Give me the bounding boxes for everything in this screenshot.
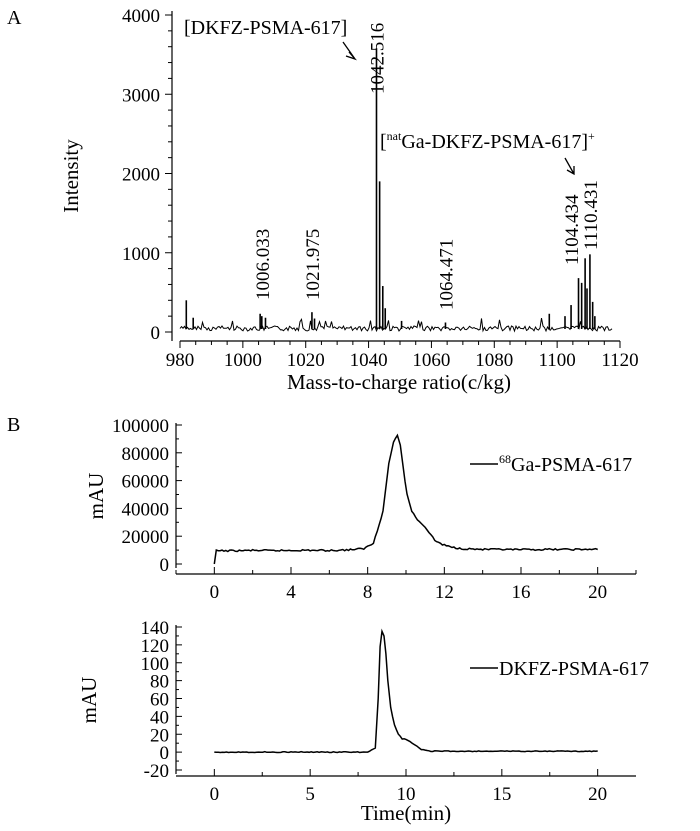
- hplc-ga-y-tick-label: 20000: [122, 527, 170, 548]
- hplc-ga-axes: [175, 423, 636, 575]
- ms-axes: [171, 11, 620, 342]
- hplc-std-y-tick-label: 40: [150, 707, 169, 728]
- hplc-ga-y-tick-label: 80000: [122, 444, 170, 465]
- ms-x-tick-label: 1100: [538, 350, 575, 371]
- ms-y-tick-label: 3000: [122, 85, 160, 106]
- hplc-ga-x-tick-label: 8: [363, 582, 373, 603]
- hplc-ga-x-tick-label: 12: [435, 582, 454, 603]
- ms-annotation-parent: [DKFZ-PSMA-617]: [184, 17, 347, 39]
- ms-annotation-complex: [natGa-DKFZ-PSMA-617]+: [380, 129, 595, 153]
- ms-annotation-complex-sup: nat: [387, 129, 402, 143]
- hplc-std-y-axis-title: mAU: [77, 677, 101, 724]
- hplc-ga-chart: 0 4 8 12 16 20 0 20000 40000 60000 80000 100000 mAU…: [84, 416, 637, 603]
- hplc-ga-series-line: [213, 433, 598, 565]
- ms-x-tick-label: 1120: [601, 350, 638, 371]
- ms-peak-labels: 1006.033 1021.975 1042.516 1064.471 1104.434…: [253, 23, 602, 310]
- ms-annotation-complex-main: Ga-DKFZ-PSMA-617]: [401, 131, 588, 153]
- hplc-ga-y-tick-label: 100000: [112, 416, 169, 437]
- hplc-std-y-tick-label: 120: [141, 636, 170, 657]
- hplc-std-series-line: [214, 628, 598, 754]
- hplc-ga-ticks: 0 4 8 12 16 20 0 20000 40000 60000 80000 100000: [112, 416, 637, 603]
- hplc-ga-x-tick-label: 0: [210, 582, 220, 603]
- hplc-std-x-tick-label: 10: [397, 784, 416, 805]
- ms-peak-label: 1110.431: [581, 180, 602, 250]
- mass-spectrum-chart: 980 1000 1020 1040 1060 1080 1100 1120 0 1000 2000…: [59, 6, 639, 394]
- hplc-std-y-tick-label: 60: [150, 690, 169, 711]
- hplc-std-y-tick-label: 0: [160, 743, 170, 764]
- ms-y-axis-title: Intensity: [59, 139, 83, 213]
- ms-peak-label: 1021.975: [303, 229, 324, 300]
- hplc-ga-legend-main: Ga-PSMA-617: [511, 454, 632, 476]
- hplc-ga-y-tick-label: 40000: [122, 499, 170, 520]
- hplc-ga-y-axis-title: mAU: [84, 473, 108, 520]
- ms-x-tick-label: 1000: [224, 350, 262, 371]
- hplc-std-x-tick-label: 20: [588, 784, 607, 805]
- hplc-std-y-tick-label: 80: [150, 672, 169, 693]
- ms-x-tick-label: 1040: [350, 350, 388, 371]
- ms-x-axis-title: Mass-to-charge ratio(c/kg): [287, 370, 511, 394]
- ms-peak-label: 1104.434: [562, 194, 583, 265]
- ms-x-tick-label: 1060: [412, 350, 450, 371]
- hplc-std-legend-label: DKFZ-PSMA-617: [499, 658, 649, 680]
- ms-peak-label: 1006.033: [253, 229, 274, 300]
- ms-annotation-parent-arrow: [342, 41, 358, 61]
- ms-x-tick-label: 1020: [287, 350, 325, 371]
- ms-annotation-complex-charge: +: [588, 129, 595, 143]
- ms-y-tick-label: 2000: [122, 165, 160, 186]
- hplc-std-y-tick-label: -20: [144, 761, 169, 782]
- hplc-std-y-tick-label: 140: [141, 618, 170, 639]
- hplc-ga-x-tick-label: 16: [512, 582, 531, 603]
- hplc-std-axes: [175, 625, 636, 777]
- hplc-ga-y-tick-label: 0: [160, 555, 170, 576]
- ms-baseline-noise: [179, 318, 613, 333]
- panel-label-b: B: [7, 414, 20, 436]
- hplc-std-y-tick-label: 20: [150, 725, 169, 746]
- hplc-std-x-axis-title: Time(min): [361, 801, 451, 825]
- hplc-std-y-tick-label: 100: [141, 654, 170, 675]
- ms-y-tick-label: 4000: [122, 6, 160, 27]
- ms-x-tick-label: 1080: [475, 350, 513, 371]
- hplc-std-x-tick-label: 15: [492, 784, 511, 805]
- ms-y-tick-label: 1000: [122, 244, 160, 265]
- hplc-std-trace: [214, 628, 598, 754]
- ms-annotation-complex-pre: [: [380, 131, 387, 153]
- hplc-ga-y-tick-label: 60000: [122, 472, 170, 493]
- ms-y-tick-label: 0: [151, 323, 161, 344]
- ms-peak-label: 1042.516: [367, 23, 388, 94]
- panel-label-a: A: [7, 7, 22, 29]
- hplc-std-x-tick-label: 0: [210, 784, 220, 805]
- ms-ticks: 980 1000 1020 1040 1060 1080 1100 1120 0 1000 2000…: [122, 6, 639, 371]
- ms-trace: [179, 48, 613, 333]
- hplc-ga-trace: [213, 433, 598, 565]
- ms-peak-label: 1064.471: [436, 239, 457, 310]
- hplc-ga-x-tick-label: 4: [286, 582, 296, 603]
- hplc-ga-legend-sup: 68: [499, 452, 511, 466]
- ms-annotation-complex-arrow: [564, 157, 575, 176]
- ms-x-tick-label: 980: [166, 350, 195, 371]
- hplc-ga-x-tick-label: 20: [588, 582, 607, 603]
- hplc-ga-legend-label: 68Ga-PSMA-617: [499, 452, 632, 476]
- hplc-std-x-tick-label: 5: [305, 784, 315, 805]
